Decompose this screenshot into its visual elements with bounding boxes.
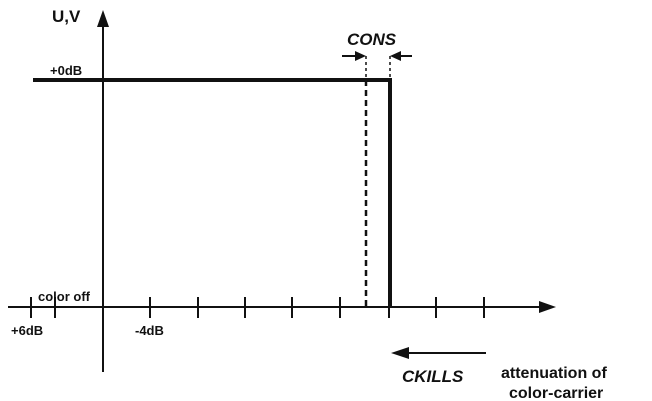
- x-tick-label-left: +6dB: [11, 323, 43, 338]
- level-top-label: +0dB: [50, 63, 82, 78]
- x-axis-arrowhead: [539, 301, 556, 313]
- level-bottom-label: color off: [38, 289, 91, 304]
- ckills-label: CKILLS: [402, 367, 464, 386]
- level-curve: [33, 78, 392, 307]
- cons-right-arrowhead: [390, 51, 401, 61]
- ckills-arrowhead: [391, 347, 409, 359]
- attenuation-label-line2: color-carrier: [509, 385, 603, 401]
- y-axis-label: U,V: [52, 7, 81, 26]
- x-axis-ticks: [30, 297, 485, 318]
- y-axis-arrowhead: [97, 10, 109, 27]
- cons-left-arrowhead: [355, 51, 366, 61]
- cons-label: CONS: [347, 30, 397, 49]
- x-tick-label-mid: -4dB: [135, 323, 164, 338]
- attenuation-label-line1: attenuation of: [501, 365, 607, 382]
